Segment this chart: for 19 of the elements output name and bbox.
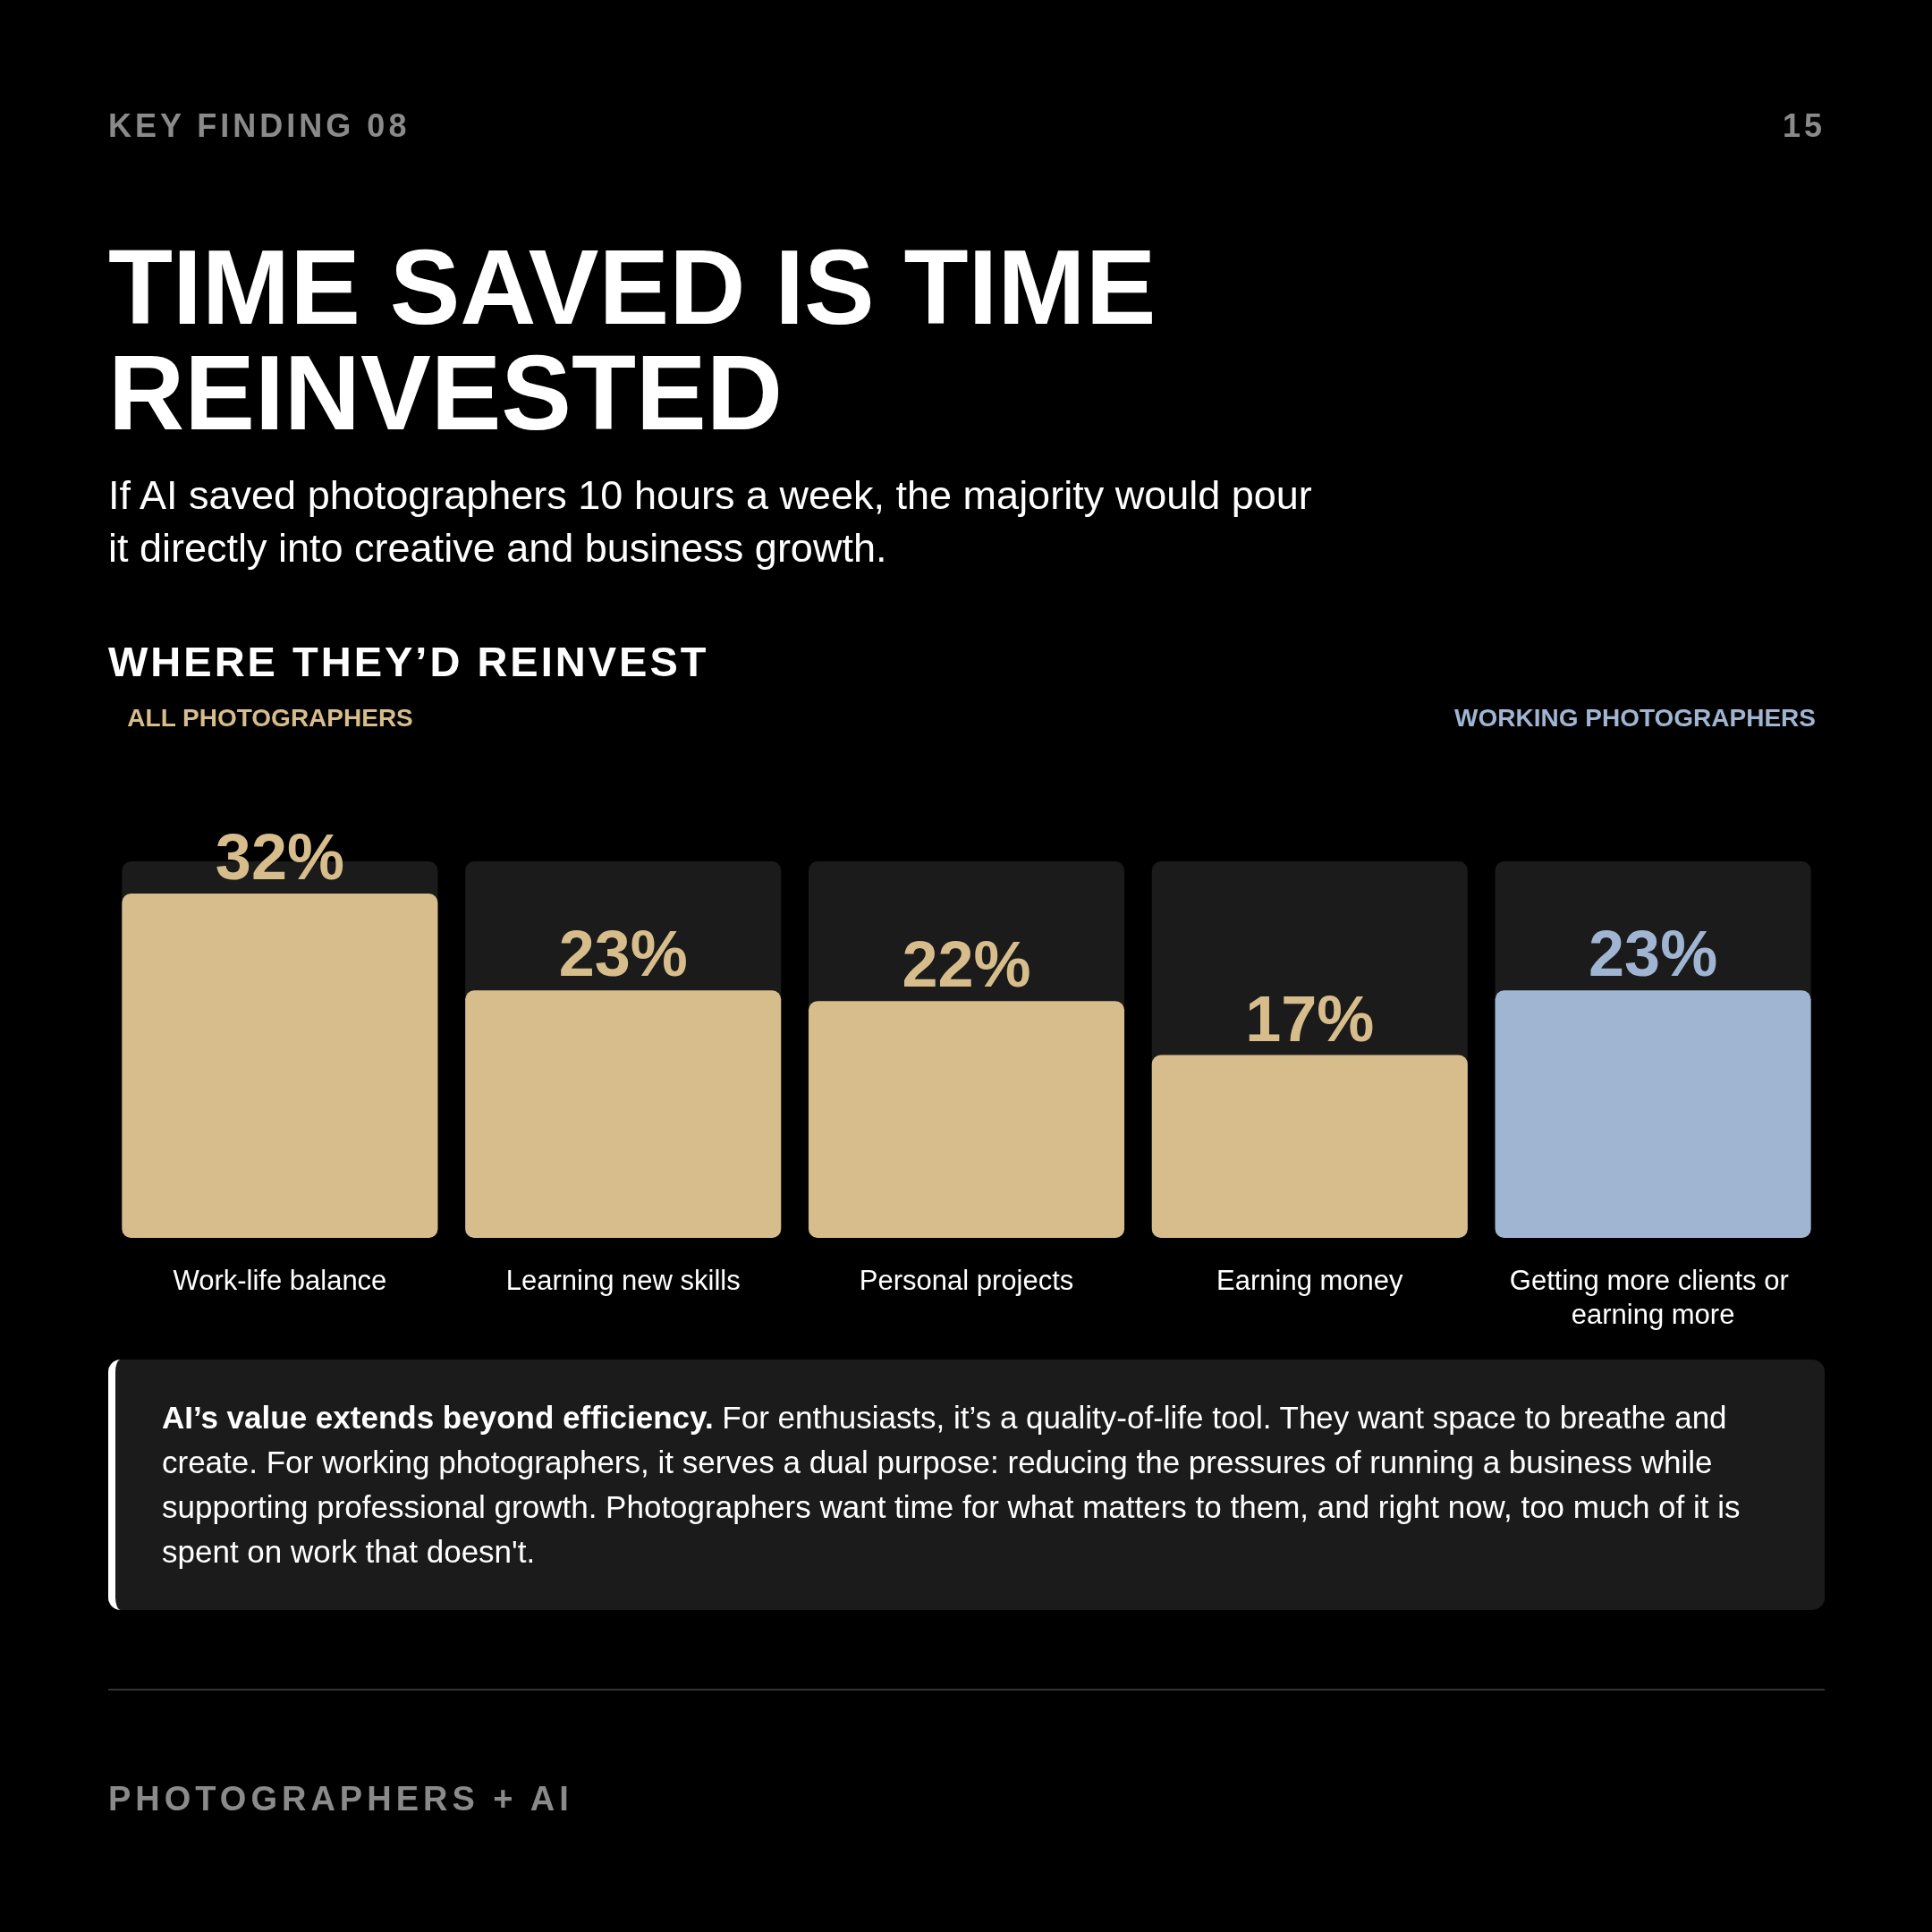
text: KEY FINDING 08	[108, 107, 411, 145]
data-label: 32%	[215, 821, 344, 894]
chart-title: TIME SAVED IS TIME REINVESTED	[108, 228, 1157, 452]
x-tick-label: Work-life balance	[173, 1264, 387, 1296]
x-tick-label: Personal projects	[859, 1264, 1074, 1296]
text: 15	[1782, 107, 1826, 145]
text: ALL PHOTOGRAPHERS	[127, 703, 413, 732]
text: WHERE THEY’D REINVEST	[108, 637, 709, 686]
data-label: 23%	[558, 918, 688, 990]
data-label: 22%	[902, 928, 1031, 1001]
data-label: 23%	[1589, 918, 1718, 990]
text: AI’s value extends beyond efficiency.	[162, 1400, 714, 1435]
x-tick-label: Earning money	[1216, 1264, 1404, 1296]
text: PHOTOGRAPHERS + AI	[108, 1780, 573, 1818]
x-tick-label: Learning new skills	[505, 1264, 741, 1296]
x-tick-label: Getting more clients or earning more	[1509, 1264, 1797, 1330]
data-label: 17%	[1245, 982, 1375, 1055]
text: WORKING PHOTOGRAPHERS	[1454, 703, 1816, 732]
chart-subtitle: If AI saved photographers 10 hours a week, the majority would pour it directly into creative and business growth.	[108, 471, 1313, 572]
